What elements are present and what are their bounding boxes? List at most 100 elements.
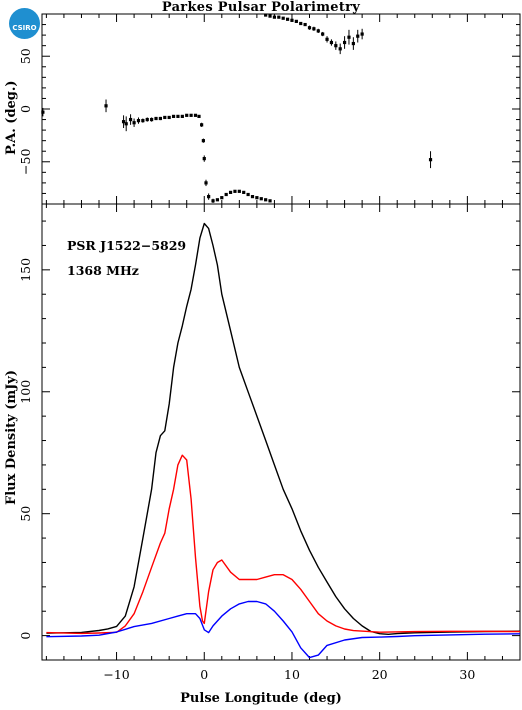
pa-point bbox=[250, 195, 255, 199]
pa-marker bbox=[268, 199, 272, 203]
pa-marker bbox=[189, 113, 193, 117]
pa-point bbox=[150, 117, 154, 122]
pa-point bbox=[281, 16, 285, 20]
pa-point bbox=[124, 116, 128, 132]
pulsar-name-label: PSR J1522−5829 bbox=[67, 238, 187, 253]
pa-marker bbox=[224, 192, 228, 197]
pa-marker bbox=[121, 120, 126, 124]
pa-marker bbox=[104, 104, 108, 108]
pa-point bbox=[356, 29, 360, 43]
pa-marker bbox=[200, 123, 204, 127]
pa-point bbox=[255, 196, 259, 200]
pa-point bbox=[272, 15, 277, 19]
pa-marker bbox=[132, 121, 136, 125]
pa-point bbox=[204, 179, 208, 187]
y-tick-label: −50 bbox=[18, 149, 33, 175]
pa-point bbox=[360, 28, 364, 40]
pa-marker bbox=[329, 40, 334, 45]
pa-marker bbox=[158, 116, 163, 121]
pa-point bbox=[347, 29, 351, 45]
pa-marker bbox=[150, 117, 154, 122]
pa-point bbox=[307, 25, 312, 30]
y-tick-label: 50 bbox=[18, 48, 33, 64]
pa-point bbox=[316, 28, 320, 33]
pa-point bbox=[136, 117, 141, 124]
plot-frame bbox=[41, 203, 521, 661]
x-tick-label: 0 bbox=[200, 667, 208, 682]
pa-marker bbox=[215, 198, 220, 202]
pa-marker bbox=[277, 15, 281, 19]
x-axis-label: Pulse Longitude (deg) bbox=[180, 691, 342, 706]
pa-point bbox=[201, 138, 205, 143]
pa-marker bbox=[201, 139, 205, 143]
pa-point bbox=[277, 15, 281, 19]
pa-point bbox=[428, 151, 433, 169]
pa-point bbox=[128, 114, 133, 125]
pa-point bbox=[189, 113, 193, 117]
pa-marker bbox=[259, 197, 263, 201]
pa-marker bbox=[360, 32, 364, 36]
pa-marker bbox=[167, 115, 171, 120]
pa-point bbox=[290, 18, 294, 22]
pa-marker bbox=[285, 17, 290, 21]
pa-point bbox=[220, 196, 224, 200]
plot-frame bbox=[41, 13, 521, 205]
pa-marker bbox=[207, 195, 211, 199]
csiro-logo: CSIRO bbox=[9, 8, 40, 39]
pa-point bbox=[334, 41, 338, 50]
pa-point bbox=[121, 115, 126, 128]
frequency-label: 1368 MHz bbox=[67, 263, 139, 278]
pa-marker bbox=[176, 114, 180, 118]
pa-marker bbox=[154, 116, 158, 121]
pa-point bbox=[268, 199, 272, 203]
pa-point bbox=[211, 198, 215, 203]
pa-marker bbox=[281, 16, 285, 20]
pa-marker bbox=[128, 117, 133, 122]
pa-point bbox=[303, 22, 307, 27]
y-tick-label: 50 bbox=[18, 506, 33, 522]
pa-marker bbox=[312, 27, 316, 31]
pa-point bbox=[41, 107, 45, 117]
flux-axis-label: Flux Density (mJy) bbox=[4, 370, 19, 505]
pa-point bbox=[132, 118, 136, 127]
pa-point bbox=[321, 31, 325, 37]
pa-point bbox=[145, 117, 149, 122]
csiro-logo-text: CSIRO bbox=[12, 24, 37, 32]
pa-point bbox=[299, 21, 303, 26]
x-tick-label: 10 bbox=[284, 667, 300, 682]
linear-polarization-line bbox=[46, 454, 521, 635]
pa-point bbox=[329, 39, 334, 46]
pa-point bbox=[233, 189, 237, 193]
pa-point bbox=[294, 19, 298, 23]
pa-point bbox=[325, 36, 329, 43]
pa-marker bbox=[185, 113, 189, 117]
pa-point bbox=[141, 118, 145, 123]
pa-marker bbox=[316, 29, 320, 33]
pa-marker bbox=[325, 37, 329, 41]
pa-marker bbox=[338, 47, 342, 51]
pa-marker bbox=[290, 18, 294, 22]
pa-marker bbox=[303, 22, 307, 27]
pa-marker bbox=[180, 114, 184, 118]
pa-marker bbox=[193, 113, 198, 117]
pa-marker bbox=[171, 114, 176, 118]
total-intensity-line bbox=[46, 222, 521, 635]
pa-point bbox=[312, 26, 316, 31]
pa-point bbox=[202, 155, 206, 162]
pa-point bbox=[342, 36, 347, 49]
pa-marker bbox=[145, 117, 149, 122]
x-tick-label: 30 bbox=[459, 667, 475, 682]
pa-point bbox=[193, 113, 198, 117]
pa-point bbox=[200, 122, 204, 127]
pa-point bbox=[171, 114, 176, 118]
chart-title: Parkes Pulsar Polarimetry bbox=[161, 0, 361, 15]
pa-point bbox=[259, 197, 263, 201]
pa-marker bbox=[307, 26, 312, 30]
pa-marker bbox=[204, 181, 208, 185]
pa-point bbox=[224, 192, 228, 197]
pa-point bbox=[228, 190, 233, 194]
pa-marker bbox=[211, 199, 215, 203]
pa-point bbox=[197, 114, 201, 118]
pa-axis-label: P.A. (deg.) bbox=[4, 80, 19, 155]
